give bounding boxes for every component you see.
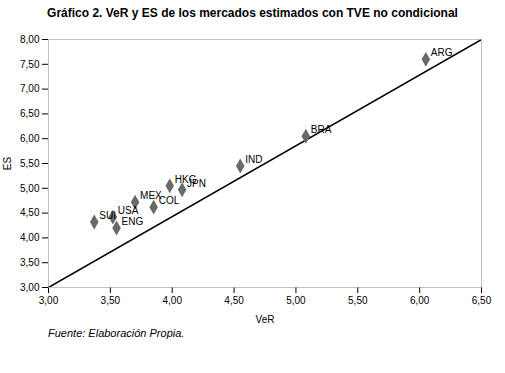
svg-text:7,00: 7,00	[20, 83, 40, 94]
svg-text:VeR: VeR	[256, 314, 275, 325]
svg-text:IND: IND	[245, 154, 262, 165]
svg-text:SUI: SUI	[99, 210, 116, 221]
svg-text:4,50: 4,50	[20, 207, 40, 218]
svg-text:ENG: ENG	[122, 216, 144, 227]
svg-text:6,00: 6,00	[20, 133, 40, 144]
svg-text:COL: COL	[159, 195, 180, 206]
svg-text:7,50: 7,50	[20, 59, 40, 70]
svg-text:4,00: 4,00	[20, 232, 40, 243]
svg-text:3,00: 3,00	[39, 295, 59, 306]
svg-text:6,50: 6,50	[20, 108, 40, 119]
svg-text:3,50: 3,50	[101, 295, 121, 306]
svg-text:6,00: 6,00	[410, 295, 430, 306]
svg-text:5,50: 5,50	[348, 295, 368, 306]
svg-text:BRA: BRA	[311, 124, 332, 135]
svg-text:5,50: 5,50	[20, 158, 40, 169]
svg-text:USA: USA	[118, 205, 139, 216]
svg-text:ARG: ARG	[431, 47, 453, 58]
svg-text:JPN: JPN	[187, 178, 206, 189]
svg-text:ES: ES	[2, 157, 13, 171]
svg-text:8,00: 8,00	[20, 34, 40, 45]
html-text:Fuente: Elaboración Propia.: Fuente: Elaboración Propia.	[48, 327, 185, 339]
svg-text:5,00: 5,00	[20, 183, 40, 194]
svg-text:4,00: 4,00	[162, 295, 182, 306]
html-text:Gráfico 2. VeR y ES de los mer: Gráfico 2. VeR y ES de los mercados esti…	[47, 6, 458, 20]
svg-text:4,50: 4,50	[224, 295, 244, 306]
svg-text:3,50: 3,50	[20, 257, 40, 268]
svg-text:5,00: 5,00	[286, 295, 306, 306]
svg-text:3,00: 3,00	[20, 282, 40, 293]
svg-text:6,50: 6,50	[472, 295, 492, 306]
svg-text:MEX: MEX	[140, 190, 162, 202]
svg-text:HKG: HKG	[174, 173, 197, 185]
